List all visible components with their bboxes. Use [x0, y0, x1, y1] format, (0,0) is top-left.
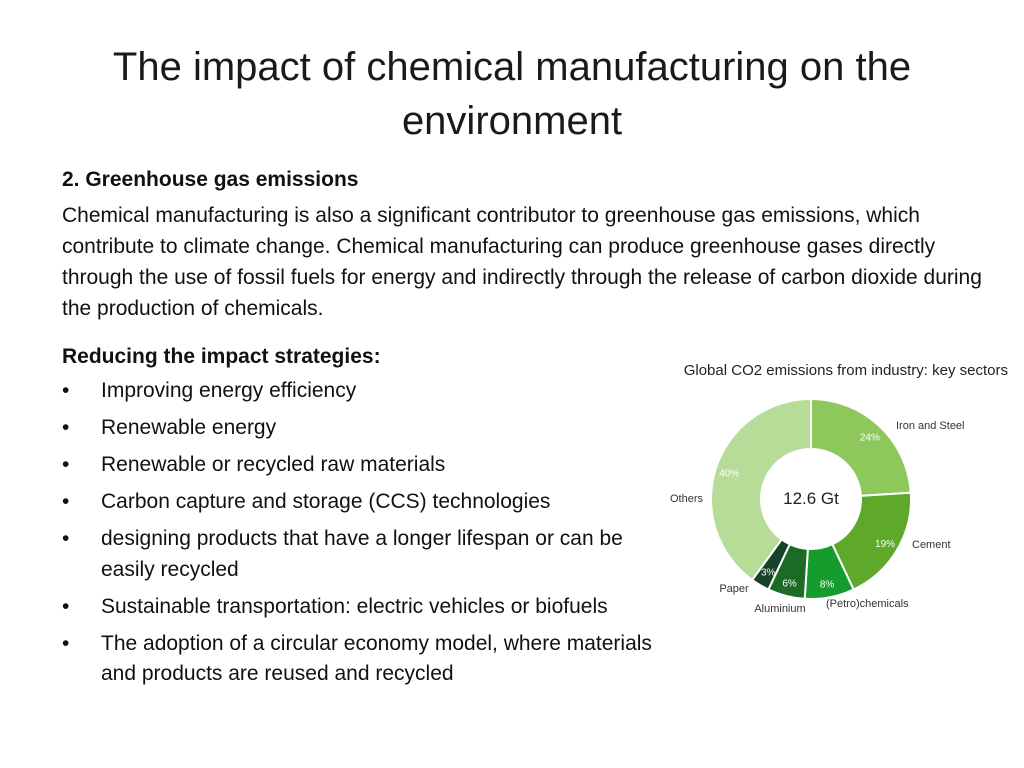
- bullet-icon: •: [62, 527, 70, 550]
- slice-category-label: Others: [670, 493, 704, 505]
- bullet-icon: •: [62, 379, 70, 402]
- slice-value-label: 40%: [719, 468, 739, 479]
- slice-value-label: 24%: [860, 432, 880, 443]
- bullet-icon: •: [62, 416, 70, 439]
- slice-category-label: (Petro)chemicals: [826, 598, 909, 610]
- strategy-item: • The adoption of a circular economy mode…: [62, 629, 662, 690]
- center-total-label: 12.6 Gt: [783, 489, 839, 508]
- slices-group: 24% Iron and Steel 19% Cement 8% (Petro)chemi…: [670, 397, 965, 615]
- strategy-text: Sustainable transportation: electric veh…: [101, 594, 608, 618]
- strategy-text: Carbon capture and storage (CCS) technol…: [101, 490, 551, 513]
- strategy-item: • designing products that have a longer l…: [62, 524, 662, 585]
- slice-category-label: Paper: [719, 583, 749, 595]
- slice-iron-and-steel: [810, 397, 912, 497]
- bullet-icon: •: [62, 453, 70, 476]
- slice-category-label: Iron and Steel: [896, 420, 965, 432]
- body-paragraph: Chemical manufacturing is also a signifi…: [62, 204, 982, 320]
- strategy-text: Renewable energy: [101, 416, 277, 439]
- strategy-text: The adoption of a circular economy model…: [101, 631, 652, 686]
- slice-category-label: Cement: [912, 539, 951, 551]
- strategy-text: designing products that have a longer li…: [101, 527, 623, 581]
- bullet-icon: •: [62, 490, 70, 513]
- strategy-item: • Sustainable transportation: electric ve…: [62, 592, 662, 623]
- strategy-item: • Improving energy efficiency: [62, 376, 662, 407]
- bullet-icon: •: [62, 631, 70, 655]
- strategy-item: • Carbon capture and storage (CCS) techno…: [62, 487, 662, 518]
- slice-value-label: 8%: [820, 579, 835, 590]
- bullet-icon: •: [62, 594, 70, 618]
- strategy-item: • Renewable energy: [62, 413, 662, 444]
- strategy-text: Improving energy efficiency: [101, 379, 357, 402]
- strategy-item: • Renewable or recycled raw materials: [62, 450, 662, 481]
- strategies-heading: Reducing the impact strategies:: [62, 345, 381, 368]
- emissions-donut-chart: Global CO2 emissions from industry: key …: [630, 355, 1020, 625]
- slice-value-label: 3%: [761, 567, 776, 578]
- slice-value-label: 19%: [875, 539, 895, 550]
- chart-title: Global CO2 emissions from industry: key …: [684, 362, 1008, 379]
- section-heading: 2. Greenhouse gas emissions: [62, 168, 359, 191]
- strategies-list: • Improving energy efficiency • Renewable …: [62, 376, 662, 696]
- strategy-text: Renewable or recycled raw materials: [101, 453, 446, 476]
- slice-value-label: 6%: [782, 578, 797, 589]
- slice-others: [710, 397, 812, 582]
- slice-category-label: Aluminium: [754, 603, 805, 615]
- slide-title: The impact of chemical manufacturing on …: [112, 45, 912, 143]
- donut-chart-svg: Global CO2 emissions from industry: key …: [670, 362, 1008, 615]
